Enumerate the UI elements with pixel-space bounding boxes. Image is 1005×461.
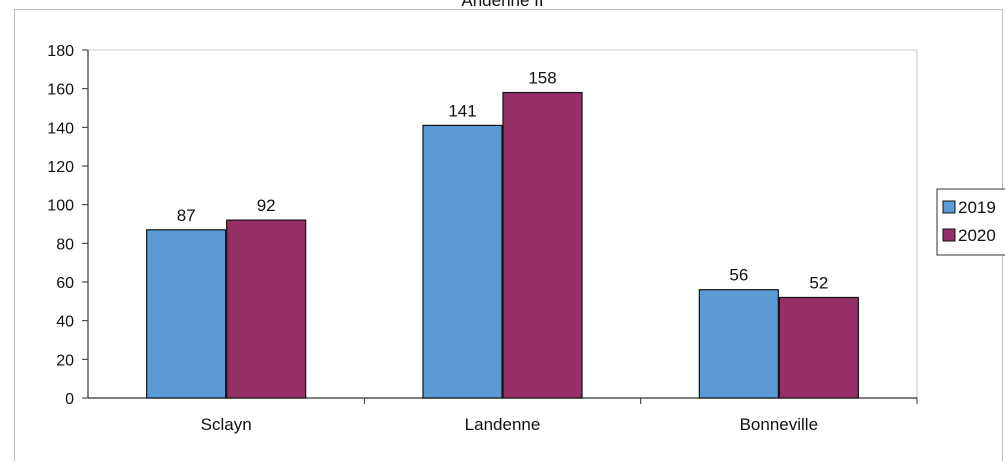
data-label: 56 (729, 266, 748, 285)
legend-swatch-2020 (942, 228, 956, 242)
x-tick-label: Landenne (465, 415, 541, 434)
legend-box (936, 188, 1005, 256)
legend-label: 2020 (958, 226, 996, 245)
plot-area: 0 20 40 60 80 100 120 140 160 180 Sclayn 87 92 Landen… (47, 43, 918, 434)
bar-2020 (226, 219, 307, 399)
y-tick-label: 140 (47, 120, 74, 137)
chart-title: Andenne II (461, 0, 544, 10)
y-tick-label: 160 (47, 82, 74, 99)
legend-swatch-2019 (942, 200, 956, 214)
data-label: 158 (528, 69, 556, 88)
y-tick-label: 100 (47, 198, 74, 215)
bar-2019 (422, 124, 503, 399)
bar-2019 (698, 289, 779, 399)
y-tick-label: 20 (56, 352, 74, 369)
data-label: 52 (809, 273, 828, 292)
y-tick-label: 60 (56, 275, 74, 292)
legend-label: 2019 (958, 198, 996, 217)
data-label: 87 (177, 206, 196, 225)
y-tick-label: 40 (56, 314, 74, 331)
bar-2019 (146, 229, 227, 399)
y-tick-label: 180 (47, 43, 74, 60)
data-label: 141 (448, 101, 476, 120)
x-tick-label: Sclayn (201, 415, 252, 434)
y-tick-label: 120 (47, 159, 74, 176)
y-tick-label: 80 (56, 236, 74, 253)
x-tick-label: Bonneville (740, 415, 818, 434)
legend: 2019 2020 (936, 188, 1005, 256)
bar-2020 (502, 91, 583, 399)
y-tick-label: 0 (65, 391, 74, 408)
data-label: 92 (257, 196, 276, 215)
bar-2020 (778, 296, 859, 399)
